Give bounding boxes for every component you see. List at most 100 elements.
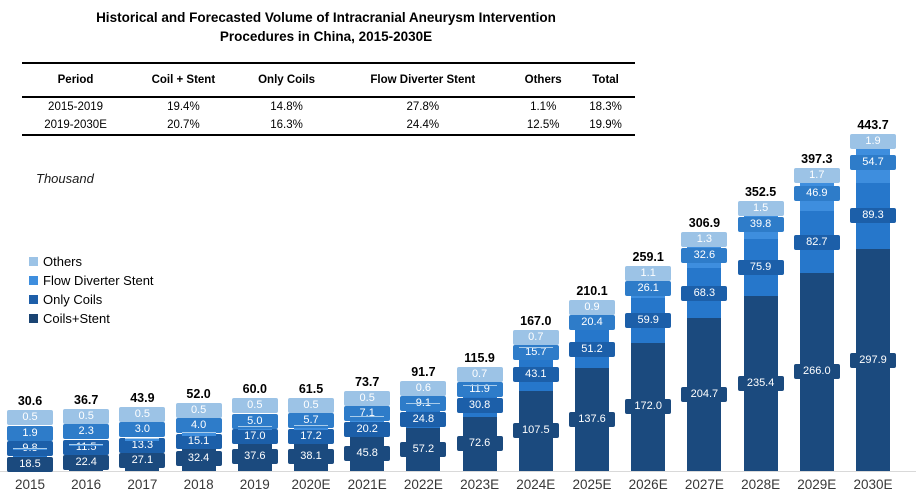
table-cell: 2019-2030E xyxy=(44,119,107,131)
bar-value-label: 18.5 xyxy=(7,456,53,472)
table-header-cell: Coil + Stent xyxy=(129,63,238,98)
bar-segment xyxy=(350,416,385,418)
table-cell: 18.3% xyxy=(589,101,622,113)
bar-value-label: 0.5 xyxy=(175,402,222,418)
bar-value-label: 72.6 xyxy=(456,436,503,452)
bar-value-label: 204.7 xyxy=(681,387,728,403)
bar-value-label: 2.3 xyxy=(63,424,110,440)
bar-value-label: 89.3 xyxy=(850,208,896,224)
bar-value-label: 15.1 xyxy=(175,433,222,449)
bar-value-label: 0.5 xyxy=(119,406,166,422)
cagr-table-header: Period Coil + Stent Only Coils Flow Diverte… xyxy=(22,63,635,98)
legend-label: Coils+Stent xyxy=(43,311,110,326)
bar-total-label: 91.7 xyxy=(411,364,436,379)
table-header-cell: Only Coils xyxy=(237,63,336,98)
table-row: 2015-2019 19.4% 14.8% 27.8% 1.1% 18.3% xyxy=(22,97,635,116)
bar-value-label: 1.9 xyxy=(850,133,896,149)
bar-value-label: 11.5 xyxy=(63,439,110,455)
bar-total-label: 115.9 xyxy=(464,350,495,365)
bar-value-label: 1.3 xyxy=(681,232,728,248)
cagr-table: Period Coil + Stent Only Coils Flow Diverte… xyxy=(22,62,635,136)
table-cell: 27.8% xyxy=(406,101,440,113)
chart-legend: Others Flow Diverter Stent Only Coils Coils… xyxy=(29,252,154,328)
bar-value-label: 235.4 xyxy=(737,375,784,391)
bar-segment xyxy=(518,346,553,348)
bar-value-label: 266.0 xyxy=(793,364,840,380)
bar-segment xyxy=(125,438,160,440)
bar-total-label: 61.5 xyxy=(298,381,324,396)
table-header-cell: Others xyxy=(510,63,577,98)
legend-label: Only Coils xyxy=(43,292,103,307)
bar-value-label: 20.2 xyxy=(344,421,391,437)
bar-value-label: 37.6 xyxy=(231,449,278,465)
bar-value-label: 22.4 xyxy=(63,455,110,471)
bar-segment xyxy=(13,448,47,450)
table-cell: 2015-2019 xyxy=(48,101,104,113)
cagr-table-body: 2015-2019 19.4% 14.8% 27.8% 1.1% 18.3% 2019-20… xyxy=(22,97,635,135)
bar-value-label: 0.7 xyxy=(512,329,559,345)
table-cell: 19.9% xyxy=(589,119,622,131)
bar-value-label: 1.7 xyxy=(793,168,840,184)
bar-total-label: 443.7 xyxy=(857,117,889,132)
chart-title-line2: Procedures in China, 2015-2030E xyxy=(219,29,433,44)
table-header-cell: Total xyxy=(576,63,635,98)
bar-value-label: 13.3 xyxy=(119,437,166,453)
legend-label: Flow Diverter Stent xyxy=(43,273,154,288)
legend-item: Flow Diverter Stent xyxy=(29,271,154,290)
bar-value-label: 0.7 xyxy=(456,366,503,382)
bar-value-label: 0.5 xyxy=(7,410,53,426)
x-axis-label: 2025E xyxy=(572,477,612,492)
x-axis-label: 2028E xyxy=(741,477,781,492)
bar-segment xyxy=(575,314,609,316)
bar-total-label: 210.1 xyxy=(576,283,608,298)
bar-value-label: 17.0 xyxy=(231,429,278,445)
x-axis-label: 2030E xyxy=(853,477,893,492)
x-axis-baseline xyxy=(0,471,916,472)
table-cell: 19.4% xyxy=(167,101,200,113)
bar-value-label: 1.1 xyxy=(625,265,672,281)
bar-total-label: 36.7 xyxy=(74,392,99,407)
bar-value-label: 68.3 xyxy=(681,285,728,301)
bar-value-label: 17.2 xyxy=(288,428,334,444)
bar-value-label: 39.8 xyxy=(737,216,784,232)
bar-value-label: 107.5 xyxy=(512,423,559,439)
legend-item: Others xyxy=(29,252,154,271)
chart-title: Historical and Forecasted Volume of Intr… xyxy=(18,8,634,46)
bar-value-label: 3.0 xyxy=(119,422,166,438)
bar-value-label: 7.1 xyxy=(344,406,391,422)
bar-value-label: 54.7 xyxy=(850,154,896,170)
bar-total-label: 167.0 xyxy=(520,313,552,328)
bar-segment xyxy=(13,448,47,450)
bar-total-label: 30.6 xyxy=(17,394,43,409)
x-axis-label: 2027E xyxy=(684,477,724,492)
x-axis-label: 2029E xyxy=(797,477,837,492)
x-axis-label: 2019 xyxy=(239,477,270,492)
bar-value-label: 5.0 xyxy=(231,413,278,429)
bar-segment xyxy=(181,432,216,436)
x-axis-label: 2020E xyxy=(291,477,331,492)
legend-swatch-icon xyxy=(29,295,38,304)
bar-segment xyxy=(462,384,497,386)
bar-value-label: 51.2 xyxy=(569,341,615,357)
x-axis-label: 2026E xyxy=(628,477,668,492)
bar-value-label: 0.5 xyxy=(288,397,334,413)
bar-value-label: 5.7 xyxy=(288,413,334,429)
bar-value-label: 46.9 xyxy=(793,186,840,202)
bar-segment xyxy=(69,443,104,445)
bar-segment xyxy=(294,425,328,427)
legend-swatch-icon xyxy=(29,257,38,266)
table-header-cell: Flow Diverter Stent xyxy=(335,63,511,98)
bar-value-label: 45.8 xyxy=(344,446,391,462)
bar-segment xyxy=(181,432,216,434)
x-axis-label: 2018 xyxy=(183,477,214,492)
axis-unit-label: Thousand xyxy=(36,171,94,186)
legend-swatch-icon xyxy=(29,314,38,323)
table-row: 2019-2030E 20.7% 16.3% 24.4% 12.5% 19.9% xyxy=(22,116,635,135)
bar-total-label: 73.7 xyxy=(355,374,380,389)
legend-item: Only Coils xyxy=(29,290,154,309)
bar-value-label: 27.1 xyxy=(119,453,166,469)
bar-value-label: 32.4 xyxy=(175,451,222,467)
bar-segment xyxy=(237,426,272,428)
x-axis-label: 2022E xyxy=(403,477,443,492)
